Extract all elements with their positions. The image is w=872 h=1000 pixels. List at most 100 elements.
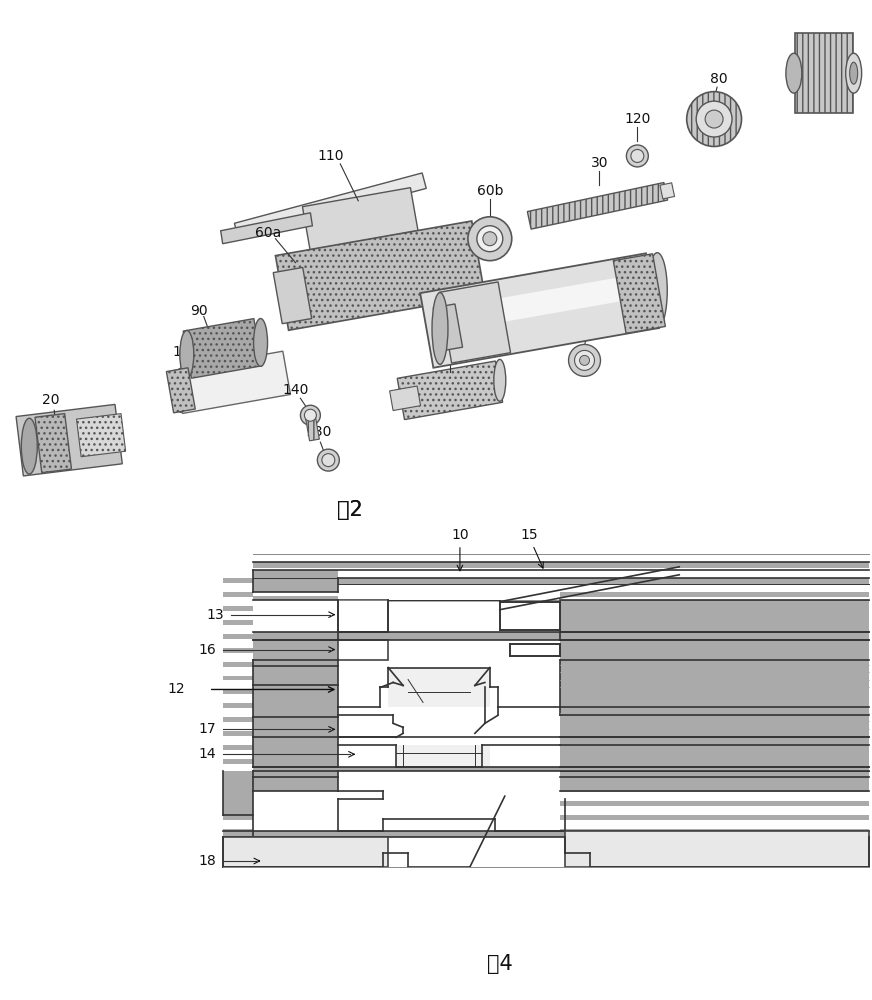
Bar bbox=[253, 666, 338, 670]
Bar bbox=[388, 668, 490, 707]
Bar bbox=[560, 634, 869, 639]
Polygon shape bbox=[221, 213, 312, 244]
Text: 图4: 图4 bbox=[487, 954, 513, 974]
Bar bbox=[560, 731, 869, 736]
Polygon shape bbox=[16, 404, 122, 476]
Text: 140: 140 bbox=[283, 383, 309, 397]
Ellipse shape bbox=[477, 226, 503, 252]
Ellipse shape bbox=[468, 217, 512, 261]
Bar bbox=[253, 717, 338, 737]
Text: 图2: 图2 bbox=[337, 500, 363, 520]
Bar bbox=[338, 600, 388, 632]
Bar bbox=[560, 620, 869, 625]
Bar bbox=[222, 592, 253, 597]
Bar bbox=[253, 685, 338, 689]
Ellipse shape bbox=[494, 359, 506, 401]
Bar bbox=[222, 831, 869, 837]
Bar bbox=[253, 640, 338, 660]
Bar bbox=[560, 592, 869, 597]
Bar bbox=[253, 570, 338, 592]
Text: 10: 10 bbox=[451, 528, 469, 542]
Bar bbox=[560, 640, 869, 660]
Polygon shape bbox=[660, 183, 675, 199]
Ellipse shape bbox=[180, 330, 194, 378]
Ellipse shape bbox=[254, 319, 268, 366]
Bar bbox=[222, 731, 253, 736]
Bar bbox=[222, 703, 253, 708]
Bar bbox=[222, 829, 253, 834]
Bar bbox=[253, 771, 338, 791]
Text: 16: 16 bbox=[199, 643, 216, 657]
Bar bbox=[222, 662, 253, 667]
Bar bbox=[253, 632, 869, 640]
Text: 18: 18 bbox=[199, 854, 216, 868]
Bar bbox=[388, 600, 500, 602]
Ellipse shape bbox=[483, 232, 497, 246]
Bar bbox=[560, 662, 869, 667]
Text: 14: 14 bbox=[199, 747, 216, 761]
Ellipse shape bbox=[21, 418, 37, 474]
Text: 70: 70 bbox=[815, 36, 833, 50]
Polygon shape bbox=[398, 361, 502, 420]
Text: 20: 20 bbox=[43, 393, 60, 407]
Ellipse shape bbox=[705, 110, 723, 128]
Polygon shape bbox=[390, 386, 420, 411]
Polygon shape bbox=[77, 414, 126, 457]
Bar bbox=[222, 689, 253, 694]
Bar bbox=[338, 640, 388, 660]
Polygon shape bbox=[439, 282, 511, 363]
Bar bbox=[560, 703, 869, 708]
Bar bbox=[560, 676, 869, 680]
Bar bbox=[222, 759, 253, 764]
Text: 10: 10 bbox=[599, 262, 617, 276]
Text: 40: 40 bbox=[443, 345, 460, 359]
Polygon shape bbox=[795, 33, 853, 113]
Polygon shape bbox=[433, 304, 462, 351]
Bar bbox=[500, 602, 560, 630]
Bar bbox=[510, 644, 560, 656]
Polygon shape bbox=[439, 273, 650, 333]
Ellipse shape bbox=[696, 101, 732, 137]
Text: 13: 13 bbox=[207, 608, 224, 622]
Ellipse shape bbox=[846, 53, 862, 93]
Bar bbox=[560, 689, 869, 694]
Bar bbox=[560, 771, 869, 791]
Bar bbox=[253, 660, 338, 717]
Bar bbox=[222, 773, 253, 778]
Polygon shape bbox=[276, 221, 485, 330]
Text: 17: 17 bbox=[199, 722, 216, 736]
Polygon shape bbox=[305, 416, 319, 441]
Text: 110: 110 bbox=[317, 149, 344, 163]
Text: 15: 15 bbox=[521, 528, 539, 542]
Bar bbox=[222, 837, 388, 867]
Bar bbox=[222, 815, 253, 820]
Bar bbox=[560, 829, 869, 834]
Bar bbox=[560, 737, 869, 767]
Polygon shape bbox=[35, 414, 72, 473]
Bar bbox=[560, 815, 869, 820]
Bar bbox=[222, 676, 253, 680]
Polygon shape bbox=[183, 319, 262, 378]
Bar bbox=[222, 717, 253, 722]
Bar bbox=[222, 745, 253, 750]
Bar bbox=[222, 787, 253, 792]
Polygon shape bbox=[303, 188, 418, 250]
Polygon shape bbox=[273, 267, 311, 324]
Ellipse shape bbox=[849, 62, 858, 84]
Bar bbox=[253, 632, 338, 636]
Bar bbox=[560, 717, 869, 722]
Text: 120: 120 bbox=[624, 112, 651, 126]
Bar bbox=[222, 771, 253, 815]
Polygon shape bbox=[175, 351, 290, 413]
Bar bbox=[222, 578, 253, 583]
Text: 50: 50 bbox=[581, 315, 598, 329]
Bar bbox=[253, 562, 869, 568]
Bar bbox=[222, 634, 253, 639]
Bar bbox=[560, 707, 869, 737]
Bar bbox=[396, 745, 490, 767]
Ellipse shape bbox=[626, 145, 648, 167]
Ellipse shape bbox=[174, 368, 187, 412]
Ellipse shape bbox=[580, 355, 589, 365]
Ellipse shape bbox=[575, 350, 595, 370]
Ellipse shape bbox=[786, 53, 802, 93]
